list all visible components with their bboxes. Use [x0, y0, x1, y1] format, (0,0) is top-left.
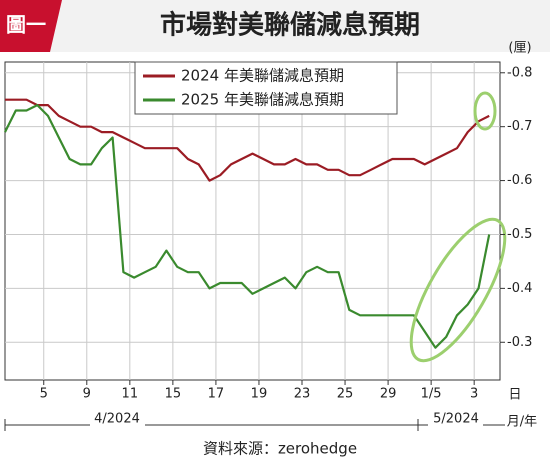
legend-box: [134, 61, 398, 115]
legend-label: 2025 年美聯儲減息預期: [181, 91, 344, 109]
plot: [4, 62, 500, 380]
label-bg: [90, 410, 145, 426]
x-tick-label: 23: [294, 387, 311, 402]
period-label: 5/2024: [433, 412, 479, 427]
x-tick-label: 5: [40, 387, 48, 402]
y-tick-label: -0.7: [507, 119, 532, 134]
chart-title: 市場對美聯儲減息預期: [160, 10, 420, 41]
y-unit: (厘): [508, 41, 531, 56]
x-tick-label: 11: [122, 387, 139, 402]
legend-label: 2024 年美聯儲減息預期: [181, 67, 344, 85]
x-unit: 日: [508, 388, 521, 403]
series-line: [4, 104, 491, 349]
y-tick-label: -0.3: [507, 335, 532, 350]
x-tick-label: 29: [380, 387, 397, 402]
x-tick-label: 25: [337, 387, 354, 402]
x-tick-label: 17: [208, 387, 225, 402]
y-tick-label: -0.8: [507, 65, 532, 80]
period-label: 4/2024: [94, 412, 140, 427]
x-tick-label: 3: [470, 387, 478, 402]
y-tick-label: -0.6: [507, 173, 532, 188]
y-tick-label: -0.4: [507, 281, 532, 296]
x-tick-label: 1/5: [421, 387, 442, 402]
header-tag: 圖一: [6, 13, 46, 37]
label-bg: [428, 410, 483, 426]
x-tick-label: 15: [165, 387, 182, 402]
source: 資料來源：zerohedge: [203, 440, 357, 458]
highlight: [409, 217, 507, 363]
period-unit: 月/年: [507, 415, 537, 430]
series-line: [5, 98, 490, 182]
x-tick-label: 9: [83, 387, 91, 402]
title-bar: [0, 0, 550, 52]
tag-bg: [0, 0, 62, 52]
y-tick-label: -0.5: [507, 227, 532, 242]
x-tick-label: 19: [251, 387, 268, 402]
highlight: [473, 91, 497, 131]
